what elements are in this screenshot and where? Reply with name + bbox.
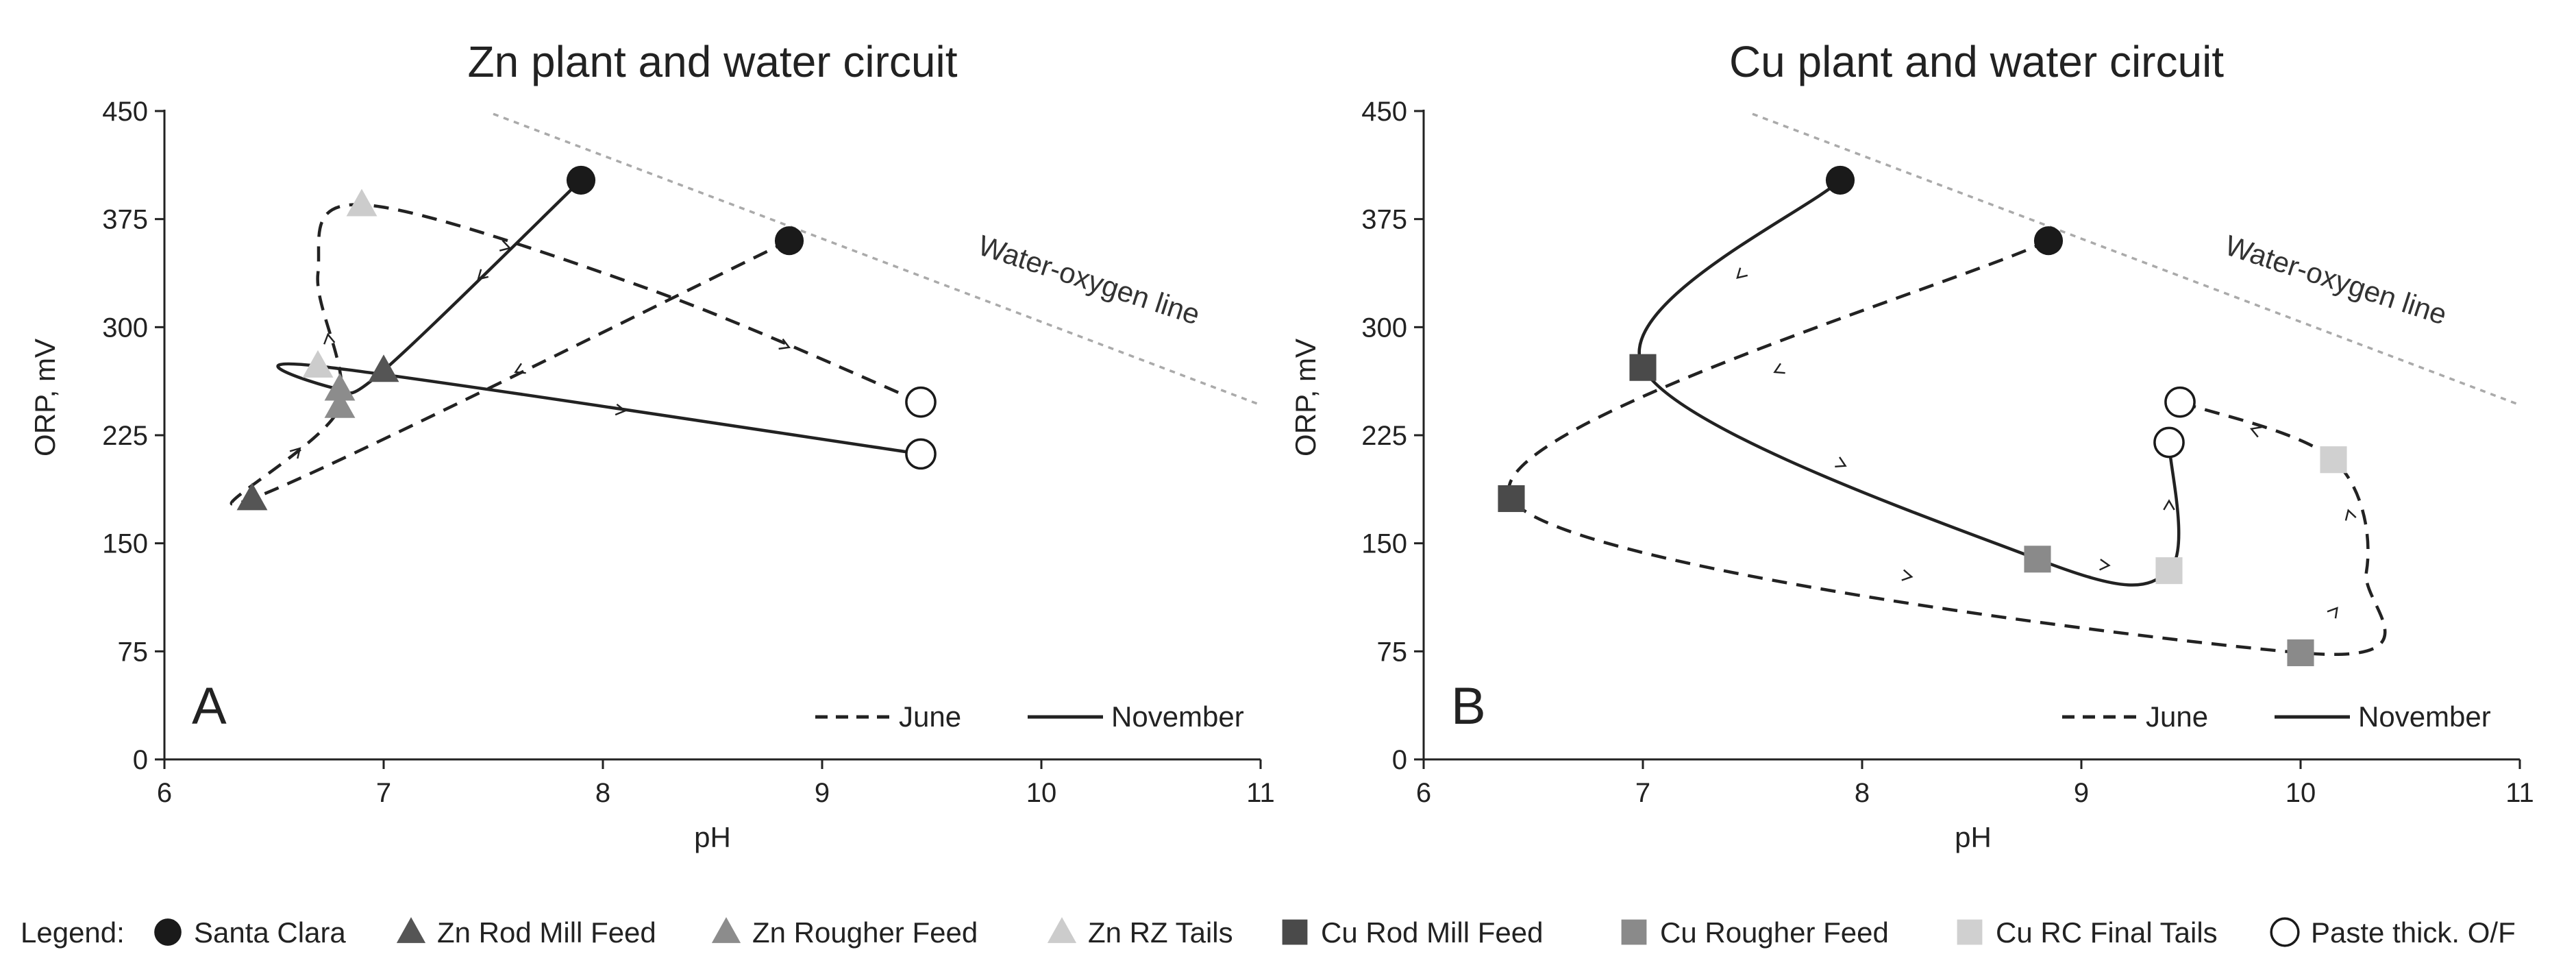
y-tick-label: 225 [102,421,148,451]
point-zn-rougher-feed-june [324,390,356,418]
x-tick-label: 7 [376,778,391,808]
june-direction-arrow [1901,569,1914,581]
point-paste-thick-o-f-november [905,438,937,470]
point-santa-clara-november [1825,165,1855,195]
y-tick-label: 0 [1392,745,1407,775]
november-path-cu [1637,179,2181,587]
x-tick-label: 9 [2074,778,2089,808]
legend-label-paste-thick-o-f: Paste thick. O/F [2311,916,2516,949]
panel-zn-chart: Zn plant and water circuit pH ORP, mV A … [29,37,1275,853]
point-paste-thick-o-f-november [2153,426,2185,459]
x-tick-label: 11 [1246,778,1275,808]
june-path-cu [1507,239,2387,657]
y-axis-label-cu: ORP, mV [1289,339,1322,456]
y-tick-label: 450 [1361,97,1407,127]
y-tick-label: 75 [118,637,149,667]
june-direction-arrow [323,332,336,345]
point-zn-rod-mill-feed-november [368,354,399,382]
y-tick-label: 300 [1361,313,1407,343]
panel-cu-chart: Cu plant and water circuit pH ORP, mV B … [1289,37,2534,853]
y-tick-label: 375 [102,205,148,235]
legend-label-cu-rougher-feed: Cu Rougher Feed [1660,916,1889,949]
y-tick-label: 150 [102,529,148,559]
june-direction-arrow [2344,509,2357,521]
legend-marker-cu-rod-mill-feed [1282,919,1308,945]
x-tick-label: 9 [815,778,830,808]
x-tick-label: 8 [1855,778,1870,808]
november-path-zn [276,179,921,456]
legend-marker-zn-rz-tails [1047,917,1077,943]
point-cu-rc-final-tails-june [2320,446,2347,474]
water-oxygen-line [493,112,1261,406]
water-oxygen-line [1752,112,2521,406]
november-legend-label: November [1111,700,1244,733]
y-tick-label: 450 [102,97,148,127]
point-santa-clara-june [774,226,804,256]
june-legend-label: June [2146,700,2208,733]
point-cu-rod-mill-feed-june [1498,485,1525,513]
november-legend-label: November [2358,700,2491,733]
legend-label-zn-rod-mill-feed: Zn Rod Mill Feed [437,916,656,949]
x-tick-label: 10 [1026,778,1057,808]
panel-label-b: B [1451,677,1486,735]
point-cu-rod-mill-feed-november [1629,354,1657,381]
point-zn-rougher-feed-november [324,373,356,401]
point-zn-rz-tails-june [346,188,377,217]
chart-title-cu: Cu plant and water circuit [1729,37,2224,86]
point-paste-thick-o-f-june [2164,386,2196,418]
legend-prefix: Legend: [21,916,125,949]
y-tick-label: 75 [1377,637,1408,667]
y-tick-label: 375 [1361,205,1407,235]
point-paste-thick-o-f-june [905,386,937,418]
legend-marker-zn-rougher-feed [711,917,741,943]
x-axis-label-cu: pH [1955,821,1992,853]
y-tick-label: 225 [1361,421,1407,451]
x-tick-label: 6 [157,778,172,808]
june-legend-label: June [899,700,961,733]
point-zn-rz-tails-november [302,350,334,378]
line-legend-zn: June November [815,700,1244,733]
water-oxygen-line-label-cu: Water-oxygen line [2221,229,2451,331]
legend-label-cu-rod-mill-feed: Cu Rod Mill Feed [1321,916,1543,949]
point-cu-rougher-feed-november [2024,546,2051,573]
point-cu-rougher-feed-june [2287,639,2314,666]
series-legend: Legend: Santa Clara Zn Rod Mill Feed Zn Ro… [21,916,2516,949]
x-tick-label: 7 [1635,778,1650,808]
november-direction-arrow [1736,267,1748,279]
november-direction-arrow [1835,456,1847,468]
y-tick-label: 0 [133,745,148,775]
legend-marker-santa-clara [154,918,182,946]
legend-label-zn-rz-tails: Zn RZ Tails [1088,916,1233,949]
june-direction-arrow [2327,607,2338,619]
point-cu-rc-final-tails-november [2155,557,2183,585]
y-tick-label: 150 [1361,529,1407,559]
y-tick-label: 300 [102,313,148,343]
legend-marker-cu-rougher-feed [1621,919,1647,945]
point-zn-rod-mill-feed-june [236,483,268,511]
legend-marker-paste-thick-o-f [2270,917,2300,947]
line-legend-cu: June November [2062,700,2491,733]
x-tick-label: 11 [2505,778,2534,808]
y-axis-label-zn: ORP, mV [29,339,61,456]
june-direction-arrow [2249,426,2262,438]
x-tick-label: 10 [2286,778,2316,808]
june-path-zn [230,203,921,506]
panel-label-a: A [192,677,227,735]
legend-marker-zn-rod-mill-feed [396,917,426,943]
legend-label-cu-rc-final-tails: Cu RC Final Tails [1996,916,2218,949]
legend-label-zn-rougher-feed: Zn Rougher Feed [752,916,978,949]
water-oxygen-line-label-zn: Water-oxygen line [974,229,1204,331]
legend-label-santa-clara: Santa Clara [194,916,346,949]
x-tick-label: 8 [595,778,610,808]
x-axis-label-zn: pH [694,821,731,853]
x-tick-label: 6 [1416,778,1431,808]
chart-title-zn: Zn plant and water circuit [468,37,958,86]
june-direction-arrow [499,240,512,252]
june-direction-arrow [1773,363,1785,374]
point-santa-clara-june [2033,226,2064,256]
point-santa-clara-november [566,165,596,195]
legend-marker-cu-rc-final-tails [1957,919,1983,945]
